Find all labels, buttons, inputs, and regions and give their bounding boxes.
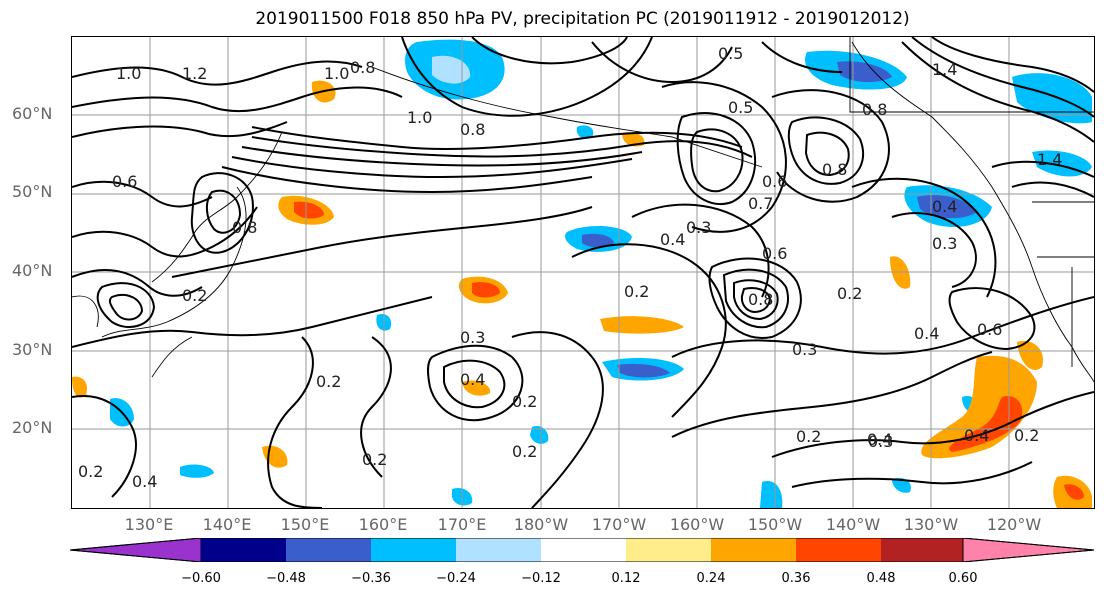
contour-label: 0.4 xyxy=(660,230,685,249)
contour-label: 0.4 xyxy=(914,324,939,343)
colorbar-segment xyxy=(201,538,286,562)
lon-label-150e: 150°E xyxy=(280,515,330,534)
lon-label-130w: 130°W xyxy=(903,515,959,534)
contour-label: 1.0 xyxy=(116,64,141,83)
contour-labels: 1.0 1.2 1.0 0.8 0.5 1.4 0.5 0.8 1.0 1.4 … xyxy=(78,44,1062,491)
colorbar-tick: 0.24 xyxy=(696,571,726,586)
lon-label-160w: 160°W xyxy=(669,515,725,534)
contour-label: 0.2 xyxy=(512,442,537,461)
colorbar-segment xyxy=(371,538,456,562)
contour-label: 0.8 xyxy=(748,290,773,309)
contour-label: 0.7 xyxy=(748,194,773,213)
contour-label: 0.3 xyxy=(868,432,893,451)
contour-label: 0.8 xyxy=(350,58,375,77)
contour-label: 0.2 xyxy=(512,392,537,411)
contour-label: 0.3 xyxy=(792,340,817,359)
lon-label-140e: 140°E xyxy=(202,515,252,534)
colorbar-tick: 0.36 xyxy=(781,571,811,586)
contour-label: 0.4 xyxy=(964,426,989,445)
contour-label: 0.5 xyxy=(718,44,743,63)
contour-label: 0.2 xyxy=(362,450,387,469)
contour-label: 0.2 xyxy=(837,284,862,303)
colorbar-segment xyxy=(881,538,963,562)
contour-label: 0.8 xyxy=(822,160,847,179)
lon-label-140w: 140°W xyxy=(825,515,881,534)
contour-label: 0.2 xyxy=(1014,426,1039,445)
colorbar-tick: 0.48 xyxy=(866,571,896,586)
colorbar-tick: 0.12 xyxy=(611,571,641,586)
contour-label: 0.8 xyxy=(232,218,257,237)
contour-label: 0.4 xyxy=(460,370,485,389)
lat-label-60n: 60°N xyxy=(12,104,53,123)
colorbar-tick: −0.12 xyxy=(521,571,561,586)
contour-label: 0.3 xyxy=(932,234,957,253)
pv-contours xyxy=(72,37,1094,508)
contour-label: 0.2 xyxy=(182,286,207,305)
contour-label: 1.4 xyxy=(932,60,957,79)
lon-label-160e: 160°E xyxy=(358,515,408,534)
colorbar-tick: 0.60 xyxy=(948,571,978,586)
lat-label-30n: 30°N xyxy=(12,340,53,359)
lat-label-20n: 20°N xyxy=(12,418,53,437)
colorbar-segment xyxy=(962,538,1094,562)
lat-label-40n: 40°N xyxy=(12,261,53,280)
contour-label: 0.2 xyxy=(316,372,341,391)
lat-label-50n: 50°N xyxy=(12,182,53,201)
contour-label: 0.4 xyxy=(132,472,157,491)
graticule xyxy=(72,37,1094,508)
colorbar-tick: −0.48 xyxy=(266,571,306,586)
contour-label: 0.5 xyxy=(728,98,753,117)
colorbar xyxy=(70,538,1094,562)
contour-label: 1.0 xyxy=(324,64,349,83)
contour-label: 0.3 xyxy=(460,328,485,347)
contour-label: 0.8 xyxy=(862,100,887,119)
colorbar-segment xyxy=(70,538,202,562)
contour-label: 0.3 xyxy=(686,218,711,237)
contour-label: 1.4 xyxy=(1037,150,1062,169)
contour-label: 0.6 xyxy=(762,172,787,191)
lon-label-170w: 170°W xyxy=(591,515,647,534)
contour-label: 0.6 xyxy=(762,244,787,263)
map-canvas: 1.0 1.2 1.0 0.8 0.5 1.4 0.5 0.8 1.0 1.4 … xyxy=(72,37,1094,508)
lon-label-170e: 170°E xyxy=(437,515,487,534)
colorbar-segment xyxy=(456,538,541,562)
contour-label: 0.4 xyxy=(867,430,892,449)
coastlines xyxy=(72,37,1094,383)
colorbar-tick: −0.36 xyxy=(351,571,391,586)
colorbar-segment xyxy=(796,538,881,562)
contour-label: 1.2 xyxy=(182,64,207,83)
colorbar-tick: −0.24 xyxy=(436,571,476,586)
contour-label: 0.2 xyxy=(78,462,103,481)
contour-label: 0.2 xyxy=(796,427,821,446)
colorbar-segment xyxy=(711,538,796,562)
contour-label: 1.0 xyxy=(407,108,432,127)
contour-label: 0.6 xyxy=(977,320,1002,339)
precip-shading xyxy=(72,39,1092,508)
map-title: 2019011500 F018 850 hPa PV, precipitatio… xyxy=(255,9,910,29)
lon-label-150w: 150°W xyxy=(747,515,803,534)
contour-label: 0.4 xyxy=(932,197,957,216)
contour-label: 0.6 xyxy=(112,172,137,191)
map-panel: 1.0 1.2 1.0 0.8 0.5 1.4 0.5 0.8 1.0 1.4 … xyxy=(71,36,1095,509)
lon-label-120w: 120°W xyxy=(986,515,1042,534)
contour-label: 0.2 xyxy=(624,282,649,301)
colorbar-tick: −0.60 xyxy=(181,571,221,586)
colorbar-segment xyxy=(626,538,711,562)
lon-label-180w: 180°W xyxy=(513,515,569,534)
contour-label: 0.8 xyxy=(460,120,485,139)
colorbar-segment xyxy=(541,538,626,562)
colorbar-segment xyxy=(286,538,371,562)
lon-label-130e: 130°E xyxy=(124,515,174,534)
